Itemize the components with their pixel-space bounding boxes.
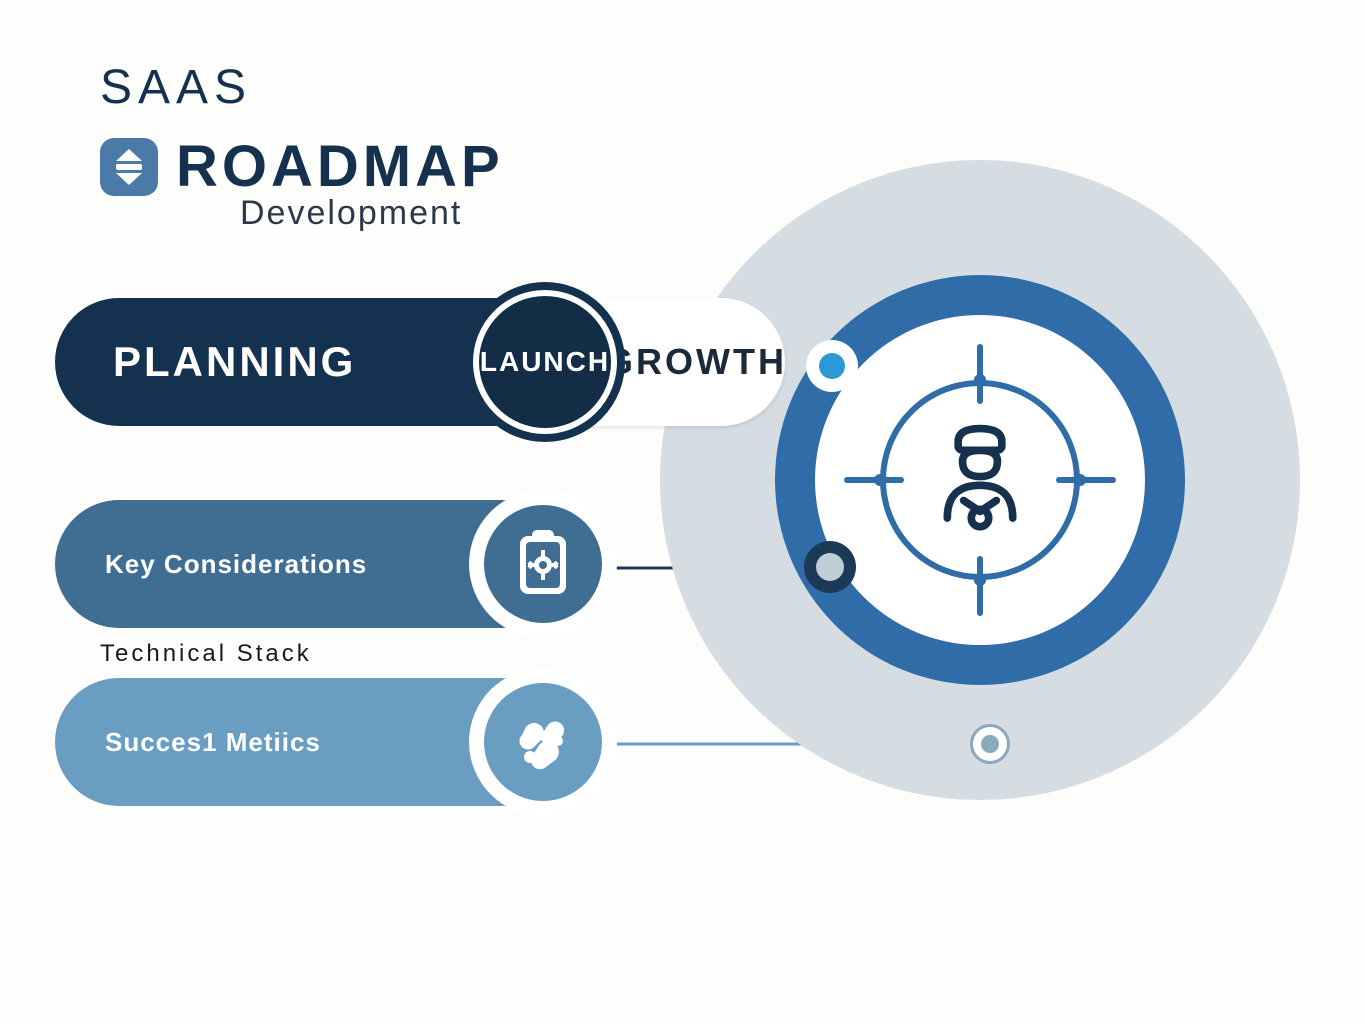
sort-diamond-icon	[112, 147, 146, 187]
node-low	[970, 724, 1010, 764]
crosshair-icon	[850, 350, 1110, 610]
row-success-badge	[469, 668, 617, 816]
node-top	[806, 340, 858, 392]
clipboard-gear-icon	[512, 528, 574, 600]
phase-launch-label: LAUNCH	[480, 346, 610, 378]
phase-launch: LAUNCH	[465, 282, 625, 442]
person-target-icon	[925, 422, 1035, 542]
row-key-badge	[469, 490, 617, 638]
row-success-label: Succes1 Metiics	[105, 727, 321, 758]
header: SAAS ROADMAP Development	[100, 60, 504, 233]
puzzle-cluster-icon	[508, 707, 578, 777]
phase-growth-label: GROWTH	[605, 341, 787, 383]
target-diagram	[660, 160, 1300, 800]
node-mid	[804, 541, 856, 593]
phase-row: PLANNING GROWTH LAUNCH	[55, 298, 785, 426]
logo-badge	[100, 138, 158, 196]
brand-label: SAAS	[100, 60, 504, 115]
title-label: ROADMAP	[176, 133, 504, 200]
target-ring-inner	[815, 315, 1145, 645]
phase-planning-label: PLANNING	[113, 338, 356, 386]
row-key-label: Key Considerations	[105, 549, 367, 580]
technical-stack-label: Technical Stack	[100, 640, 312, 668]
